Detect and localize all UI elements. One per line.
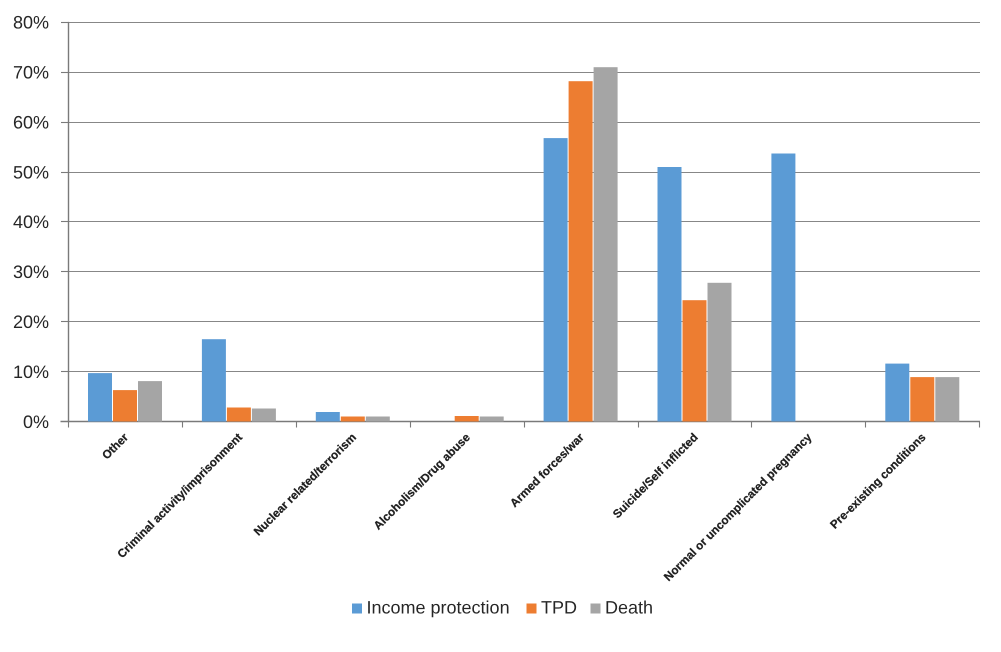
svg-text:Income protection: Income protection	[367, 598, 510, 618]
svg-text:40%: 40%	[13, 212, 49, 232]
svg-text:70%: 70%	[13, 63, 49, 83]
svg-text:TPD: TPD	[541, 598, 577, 618]
svg-text:10%: 10%	[13, 362, 49, 382]
svg-text:Death: Death	[605, 598, 653, 618]
svg-text:50%: 50%	[13, 162, 49, 182]
svg-text:0%: 0%	[23, 412, 49, 432]
svg-text:60%: 60%	[13, 112, 49, 132]
svg-text:30%: 30%	[13, 262, 49, 282]
svg-text:80%: 80%	[13, 13, 49, 33]
svg-text:20%: 20%	[13, 312, 49, 332]
